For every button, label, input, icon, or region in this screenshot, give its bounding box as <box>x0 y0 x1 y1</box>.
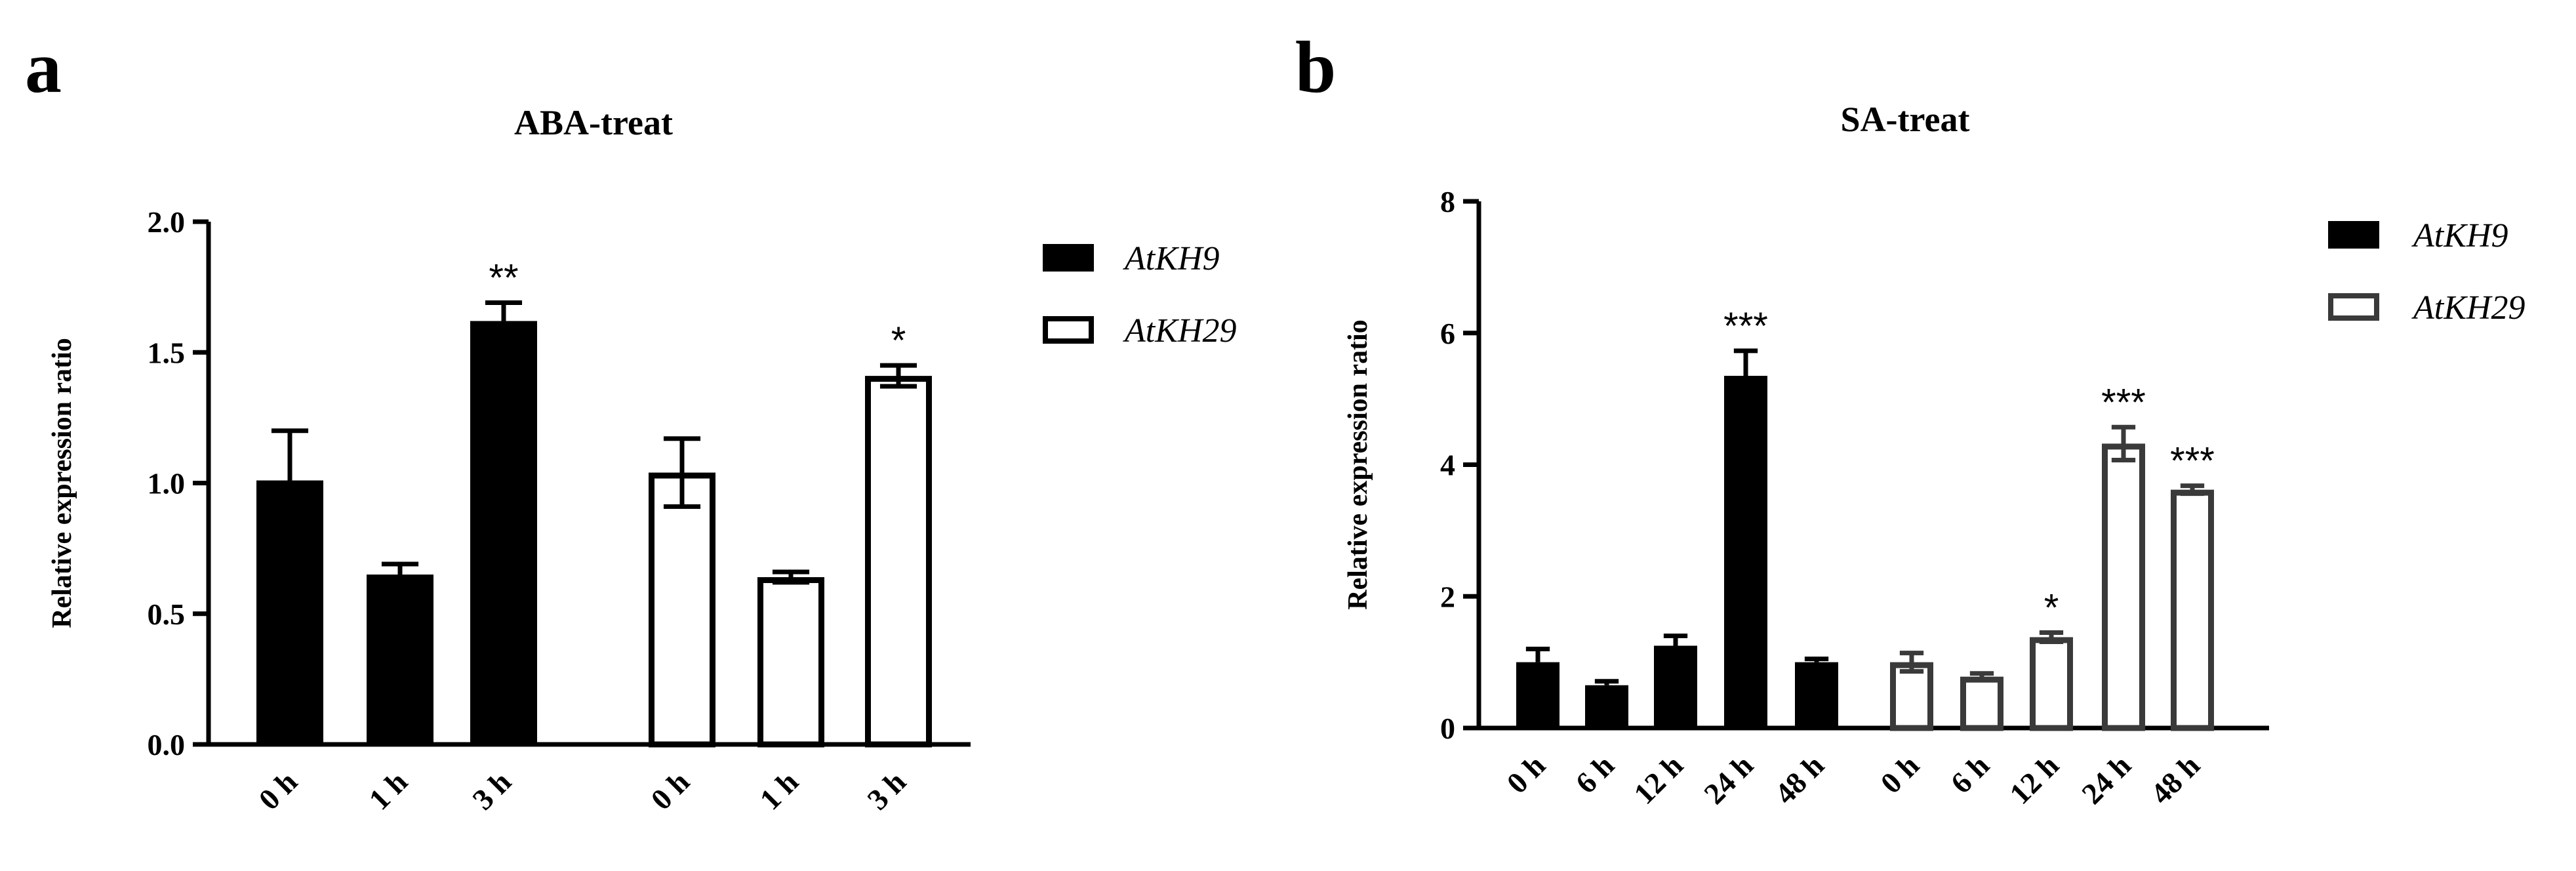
y-tick-label: 4 <box>1440 449 1455 482</box>
x-tick-label: 0 h <box>1500 748 1552 800</box>
bar-AtKH29-0h <box>1890 662 1933 731</box>
bar-AtKH9-3h <box>470 321 537 744</box>
chart-title: ABA-treat <box>514 103 673 142</box>
bar-AtKH29-6h <box>1960 676 2003 731</box>
x-tick-label: 12 h <box>2003 748 2065 811</box>
legend-swatch-AtKH29 <box>2328 293 2379 321</box>
legend-label-AtKH9: AtKH9 <box>2411 217 2508 254</box>
bar-AtKH9-12h <box>1654 645 1697 728</box>
panel-letter: b <box>1295 27 1336 108</box>
significance-label: * <box>2044 586 2059 629</box>
legend-label-AtKH9: AtKH9 <box>1123 240 1219 277</box>
bar-AtKH29-12h <box>2030 637 2073 731</box>
y-axis-label: Relative expression ratio <box>1343 319 1373 609</box>
y-tick-label: 2.0 <box>148 205 186 239</box>
bar-AtKH9-1h <box>367 574 433 744</box>
y-tick-label: 8 <box>1440 185 1455 218</box>
y-tick-label: 0.5 <box>148 598 186 631</box>
bar-AtKH9-0h <box>256 480 323 744</box>
y-tick-label: 0 <box>1440 712 1455 745</box>
x-tick-label: 48 h <box>1768 748 1830 811</box>
significance-label: * <box>891 319 906 362</box>
legend-label-AtKH29: AtKH29 <box>2411 289 2525 327</box>
significance-label: ** <box>489 257 518 300</box>
x-tick-label: 1 h <box>363 765 414 817</box>
chart-panel-b: b SA-treat Relative expression ratio 0 2 4 6 8 0… <box>1295 27 2525 811</box>
legend-swatch-AtKH29 <box>1043 316 1094 344</box>
bar-AtKH9-48h <box>1795 662 1838 728</box>
x-tick-label: 3 h <box>466 765 518 817</box>
panel-letter: a <box>25 27 62 108</box>
y-axis-label: Relative expression ratio <box>47 338 77 628</box>
bar-AtKH29-1h <box>757 577 824 748</box>
bar-AtKH29-0h <box>649 472 715 748</box>
y-tick-label: 6 <box>1440 317 1455 350</box>
legend-swatch-AtKH9 <box>1043 244 1094 272</box>
chart-title: SA-treat <box>1841 100 1970 139</box>
significance-label: *** <box>2170 440 2215 483</box>
bar-AtKH9-6h <box>1585 685 1628 728</box>
bar-AtKH29-48h <box>2171 489 2214 731</box>
bar-AtKH9-0h <box>1516 662 1560 728</box>
chart-panel-a: a ABA-treat Relative expression ratio 0.0 0.… <box>25 27 1236 817</box>
significance-label: *** <box>1723 305 1768 348</box>
bar-AtKH29-3h <box>865 376 932 748</box>
x-tick-label: 0 h <box>645 765 696 817</box>
legend-label-AtKH29: AtKH29 <box>1123 312 1236 350</box>
legend-swatch-AtKH9 <box>2328 221 2379 249</box>
y-tick-label: 2 <box>1440 580 1455 613</box>
x-tick-label: 0 h <box>252 765 304 817</box>
significance-label: *** <box>2101 381 2146 424</box>
x-tick-label: 3 h <box>861 765 913 817</box>
x-tick-label: 48 h <box>2144 748 2206 811</box>
y-tick-label: 1.5 <box>148 336 186 369</box>
bar-AtKH9-24h <box>1724 375 1767 728</box>
y-tick-label: 0.0 <box>148 728 186 761</box>
x-tick-label: 12 h <box>1627 748 1689 811</box>
x-tick-label: 24 h <box>2075 748 2137 811</box>
x-tick-label: 6 h <box>1944 748 1996 800</box>
bar-AtKH29-24h <box>2102 443 2145 731</box>
x-tick-label: 0 h <box>1874 748 1926 800</box>
x-tick-label: 6 h <box>1569 748 1621 800</box>
y-tick-label: 1.0 <box>148 467 186 500</box>
x-tick-label: 1 h <box>754 765 805 817</box>
x-tick-label: 24 h <box>1697 748 1760 811</box>
